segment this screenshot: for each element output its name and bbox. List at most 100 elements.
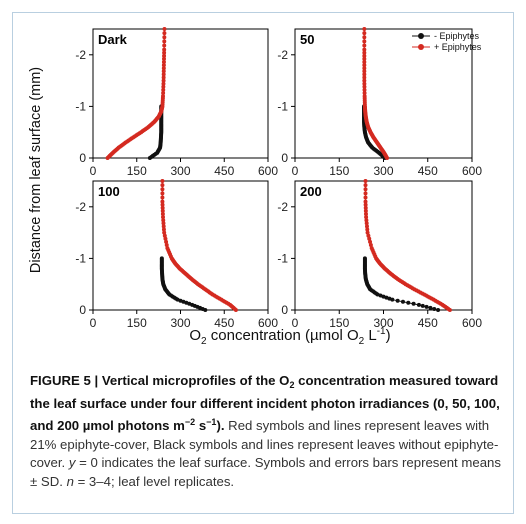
x-tick-label: 0 bbox=[90, 164, 97, 178]
data-point bbox=[161, 60, 166, 65]
data-point bbox=[362, 69, 367, 74]
data-point bbox=[436, 308, 441, 312]
data-point bbox=[362, 87, 367, 92]
data-point bbox=[363, 183, 368, 188]
legend-marker-minus bbox=[418, 33, 424, 39]
data-point bbox=[162, 230, 167, 235]
data-point bbox=[162, 31, 167, 36]
data-point bbox=[162, 233, 167, 238]
data-point bbox=[363, 179, 368, 183]
data-point bbox=[161, 224, 166, 229]
x-label-sub: 2 bbox=[201, 336, 207, 347]
data-point bbox=[160, 179, 165, 183]
x-label-sub: 2 bbox=[359, 336, 365, 347]
data-point bbox=[164, 239, 169, 244]
data-point bbox=[362, 66, 367, 71]
data-point bbox=[160, 183, 165, 188]
data-point bbox=[162, 39, 167, 44]
caption-body: Red symbols and lines represent leaves w… bbox=[30, 418, 501, 489]
data-point bbox=[161, 218, 166, 223]
data-point bbox=[163, 236, 168, 241]
data-point bbox=[161, 66, 166, 71]
data-point bbox=[424, 304, 429, 309]
y-tick-label: 0 bbox=[281, 303, 288, 317]
data-point bbox=[161, 227, 166, 232]
data-point bbox=[362, 94, 367, 99]
data-point bbox=[366, 233, 371, 238]
data-point bbox=[159, 256, 164, 261]
caption-title-sup-s: −1 bbox=[206, 417, 217, 427]
y-tick-label: -2 bbox=[75, 200, 86, 214]
data-point bbox=[365, 227, 370, 232]
data-point bbox=[362, 39, 367, 44]
data-point bbox=[160, 202, 165, 207]
x-label-part: L bbox=[364, 327, 377, 344]
data-point bbox=[162, 43, 167, 48]
data-point bbox=[362, 256, 367, 261]
panel-frame-3 bbox=[294, 180, 473, 311]
y-tick-label: -2 bbox=[277, 200, 288, 214]
data-point bbox=[362, 60, 367, 65]
data-point bbox=[362, 78, 367, 83]
data-point bbox=[367, 236, 372, 241]
figure-border bbox=[12, 12, 514, 514]
data-point bbox=[160, 208, 165, 213]
data-point bbox=[362, 27, 367, 31]
data-point bbox=[362, 47, 367, 52]
x-tick-label: 600 bbox=[258, 164, 278, 178]
data-point bbox=[161, 63, 166, 68]
y-tick-label: -1 bbox=[75, 251, 86, 265]
data-point bbox=[363, 212, 368, 217]
data-point bbox=[428, 305, 433, 310]
panel-label: Dark bbox=[98, 32, 128, 47]
x-tick-label: 0 bbox=[292, 164, 299, 178]
data-point bbox=[365, 230, 370, 235]
data-point bbox=[364, 221, 369, 226]
data-point bbox=[160, 212, 165, 217]
x-tick-label: 600 bbox=[462, 164, 482, 178]
x-tick-label: 300 bbox=[170, 316, 190, 330]
data-point bbox=[160, 199, 165, 204]
x-tick-label: 0 bbox=[90, 316, 97, 330]
data-point bbox=[400, 299, 405, 304]
x-label-part: ) bbox=[386, 327, 391, 344]
data-point bbox=[362, 75, 367, 80]
panel-label: 100 bbox=[98, 184, 120, 199]
y-tick-label: -2 bbox=[75, 48, 86, 62]
x-tick-label: 600 bbox=[258, 316, 278, 330]
x-tick-label: 300 bbox=[373, 316, 393, 330]
data-point bbox=[362, 53, 367, 58]
data-point bbox=[161, 56, 166, 61]
x-label-sup: -1 bbox=[377, 326, 386, 337]
y-tick-label: -2 bbox=[277, 48, 288, 62]
data-point bbox=[161, 94, 165, 99]
data-point bbox=[162, 27, 167, 31]
data-point bbox=[161, 215, 165, 220]
y-axis-label: Distance from leaf surface (mm) bbox=[28, 67, 44, 273]
data-point bbox=[363, 191, 368, 196]
data-point bbox=[160, 195, 165, 200]
data-point bbox=[364, 218, 369, 223]
x-label-part: concentration (µmol O bbox=[207, 327, 359, 344]
data-point bbox=[362, 50, 367, 55]
caption-title-end: ). bbox=[216, 418, 225, 433]
data-point bbox=[362, 84, 367, 89]
series-line-plus bbox=[161, 181, 237, 311]
data-point bbox=[368, 239, 373, 244]
data-point bbox=[162, 35, 167, 40]
data-point bbox=[363, 202, 368, 207]
data-point bbox=[420, 303, 425, 308]
x-tick-label: 300 bbox=[170, 164, 190, 178]
data-point bbox=[362, 63, 367, 68]
data-point bbox=[161, 90, 166, 95]
data-point bbox=[363, 205, 368, 210]
legend-marker-plus bbox=[418, 44, 424, 50]
x-tick-label: 0 bbox=[292, 316, 299, 330]
data-point bbox=[432, 306, 437, 311]
data-point bbox=[162, 50, 167, 55]
y-tick-label: -1 bbox=[75, 99, 86, 113]
panel-frame-2 bbox=[92, 180, 269, 311]
y-tick-label: -1 bbox=[277, 99, 288, 113]
figure-caption: FIGURE 5 | Vertical microprofiles of the… bbox=[30, 372, 508, 491]
data-point bbox=[161, 78, 166, 83]
